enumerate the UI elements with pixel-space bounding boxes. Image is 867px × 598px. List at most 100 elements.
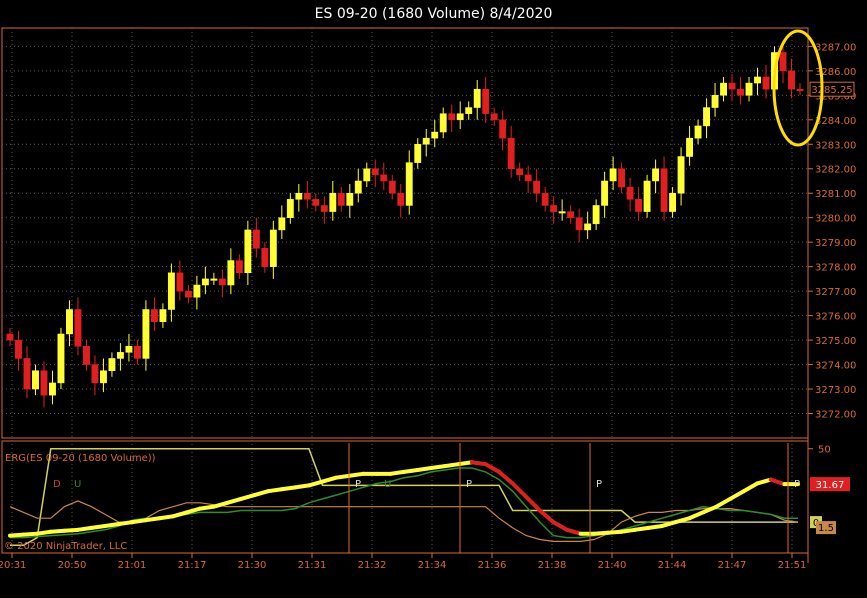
candle-body [354, 180, 362, 194]
candle-body [482, 88, 490, 114]
erg-segment [320, 475, 339, 484]
candle-body [788, 70, 795, 90]
candle-body [490, 113, 498, 121]
y-tick-label: 3284.00 [815, 116, 856, 127]
y-tick-label: 3272.00 [815, 410, 856, 421]
y-tick-label: 3278.00 [815, 263, 856, 274]
candle-body [363, 168, 371, 182]
candle-body [193, 284, 201, 298]
candle-body [456, 113, 464, 121]
y-tick-label: 3282.00 [815, 165, 856, 176]
candle-body [235, 260, 243, 274]
y-tick-label: 3283.00 [815, 140, 856, 151]
erg-segment [429, 464, 447, 471]
x-tick-label: 21:44 [658, 560, 687, 571]
candle-body [329, 192, 337, 212]
price-panel-frame [1, 27, 809, 439]
erg-segment [768, 477, 787, 487]
candle-body [83, 345, 90, 365]
candle-body [507, 137, 515, 169]
x-tick-label: 21:38 [538, 560, 567, 571]
erg-segment [89, 523, 108, 530]
y-tick-label: 3285.00 [815, 91, 856, 102]
x-tick-label: 21:01 [118, 560, 147, 571]
erg-segment [334, 473, 352, 480]
candle-body [601, 180, 609, 206]
candle-body [201, 278, 209, 286]
erg-segment [75, 525, 94, 532]
candle-body [499, 119, 507, 139]
erg-segment [402, 467, 420, 474]
erg-segment [266, 487, 284, 494]
candle-body [643, 180, 651, 212]
erg-segment [48, 528, 67, 534]
y-tick-label: 3286.00 [815, 67, 856, 78]
erg-segment [714, 496, 733, 509]
candle-body [150, 309, 158, 322]
erg-segment [279, 485, 298, 492]
erg-segment [510, 481, 529, 499]
candle-body [584, 223, 592, 231]
candle-body [745, 82, 753, 96]
candle-body [686, 137, 694, 157]
erg-segment [592, 530, 610, 536]
candle-body [448, 113, 456, 121]
candle-body [32, 370, 39, 390]
candle-body [337, 192, 345, 206]
candle-body [703, 107, 710, 127]
candle-body [210, 278, 218, 281]
candle-body [278, 217, 286, 231]
erg-y-tick-label: 50 [818, 445, 831, 456]
candle-body [711, 95, 719, 108]
candle-body [346, 192, 354, 206]
candle-body [6, 333, 14, 341]
erg-segment [537, 508, 556, 525]
candle-body [405, 162, 413, 206]
erg-segment [35, 529, 53, 536]
candle-body [473, 88, 481, 108]
x-tick-label: 21:34 [418, 560, 447, 571]
candle-body [159, 309, 167, 322]
erg-segment [8, 532, 26, 538]
y-tick-label: 3281.00 [815, 189, 856, 200]
erg-segment [238, 493, 257, 501]
erg-segment [21, 531, 40, 537]
erg-segment [619, 527, 637, 534]
erg-segment [632, 525, 651, 532]
candle-body [312, 199, 320, 206]
erg-segment [700, 504, 719, 515]
y-tick-label: 3276.00 [815, 312, 856, 323]
candle-body [567, 211, 575, 218]
erg-marker-label: U [74, 479, 81, 490]
erg-marker-label: P [466, 479, 472, 490]
erg-segment [415, 466, 434, 472]
y-tick-label: 3287.00 [815, 42, 856, 53]
candle-body [397, 192, 405, 206]
y-tick-label: 3273.00 [815, 385, 856, 396]
erg-segment [130, 518, 148, 525]
candle-body [184, 290, 192, 298]
candle-body [227, 260, 235, 286]
candle-body [558, 211, 566, 214]
candle-body [108, 358, 116, 371]
erg-segment [497, 469, 515, 486]
candle-body [541, 192, 549, 206]
erg-segment [469, 460, 488, 467]
candle-body [286, 199, 294, 218]
x-tick-label: 21:36 [478, 560, 507, 571]
x-tick-label: 21:40 [598, 560, 627, 571]
candle-body [660, 168, 668, 212]
candle-body [295, 192, 303, 200]
candle-body [74, 309, 82, 347]
x-tick-label: 21:32 [358, 560, 387, 571]
erg-segment [483, 462, 502, 474]
x-tick-label: 20:31 [0, 560, 26, 571]
candle-body [320, 205, 328, 212]
candle-body [524, 174, 532, 182]
candle-body [371, 168, 379, 176]
candle-body [796, 88, 804, 91]
candle-body [414, 144, 422, 163]
candle-body [269, 229, 277, 267]
series-signal-line [10, 467, 798, 539]
